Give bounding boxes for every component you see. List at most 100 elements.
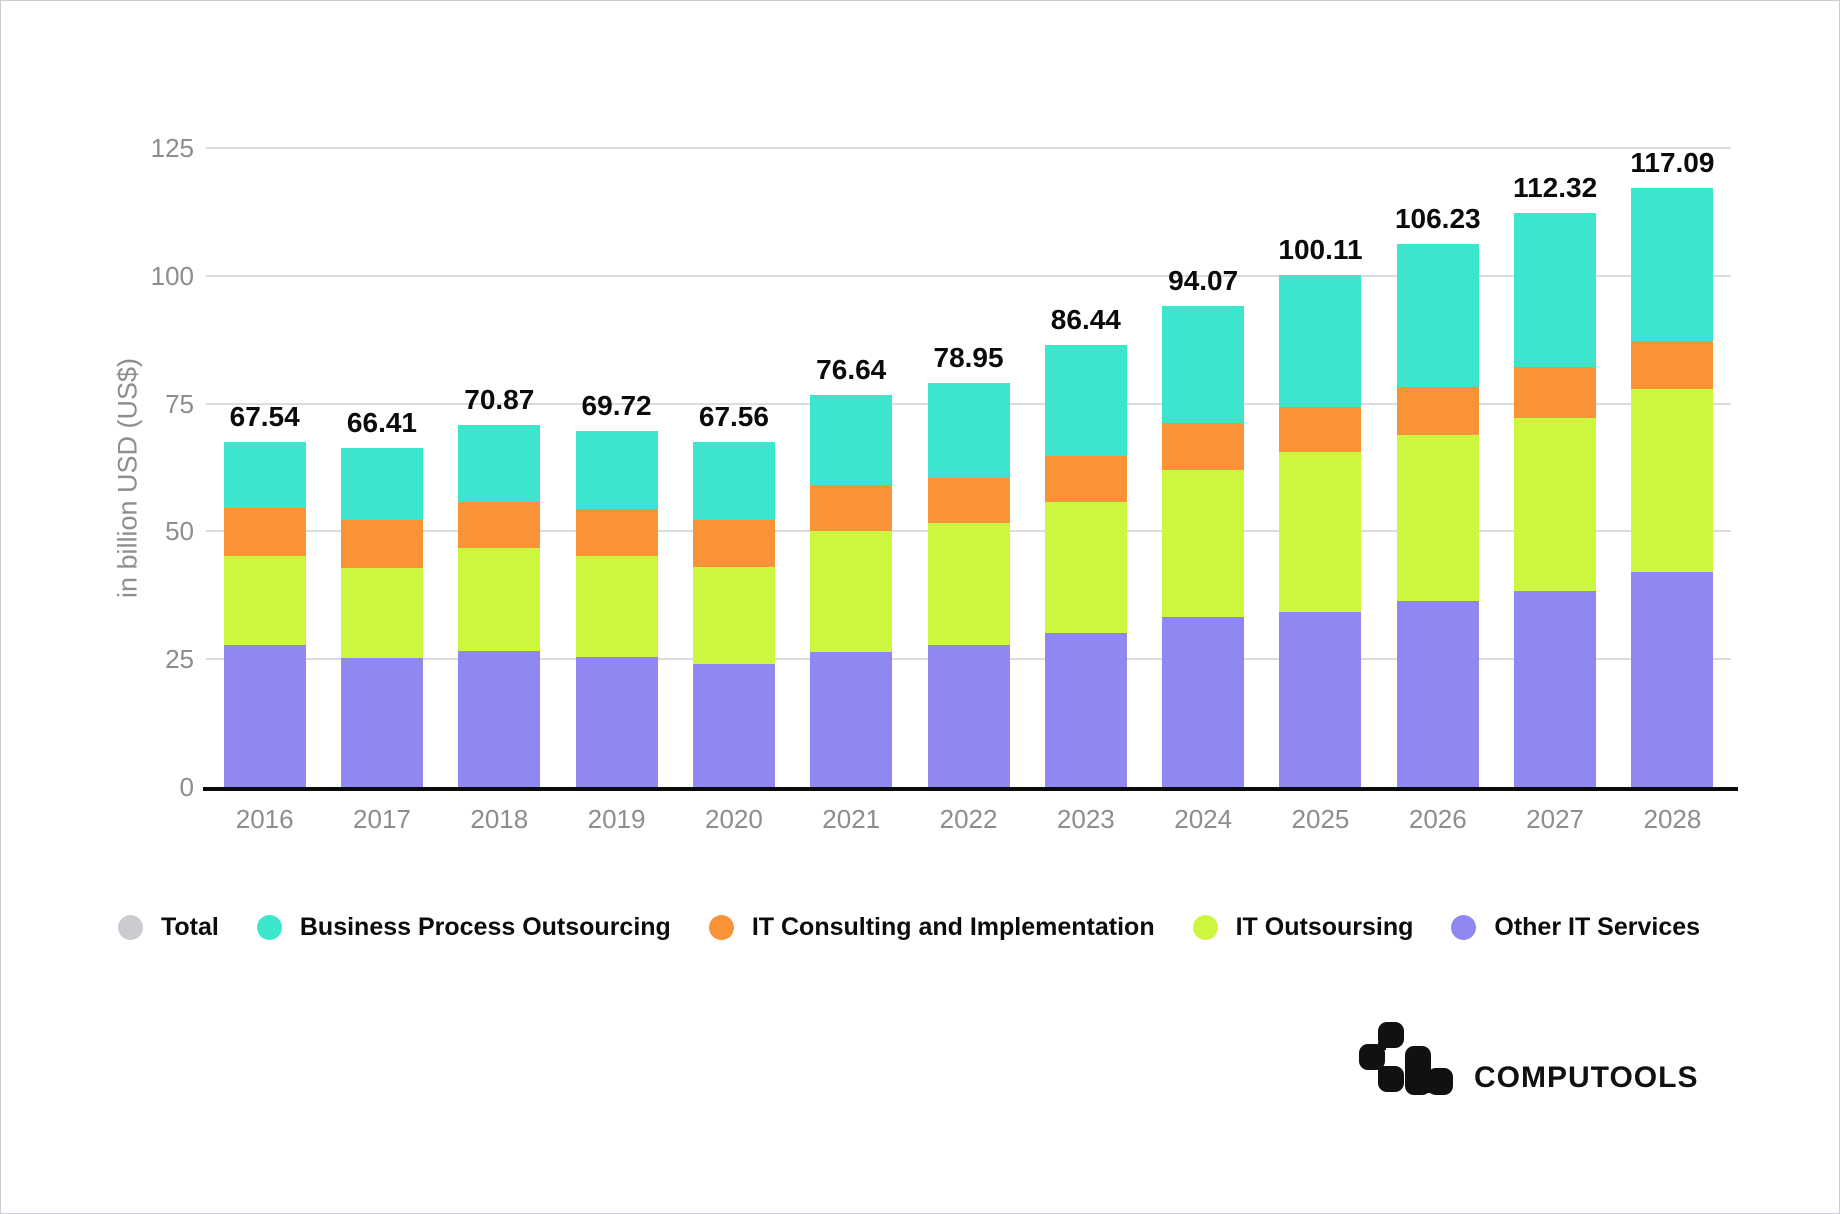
x-axis-label-2027: 2027: [1526, 804, 1585, 834]
legend-item-business-process-outsourcing: Business Process Outsourcing: [256, 912, 671, 942]
legend-label: IT Outsoursing: [1235, 912, 1414, 941]
x-axis-label-2021: 2021: [822, 804, 881, 834]
bar-total-label: 67.56: [698, 400, 769, 432]
bar-total-label: 100.11: [1278, 234, 1363, 266]
y-tick-label-125: 125: [150, 133, 194, 163]
bar-segment: [223, 645, 306, 787]
bar-segment: [1396, 600, 1479, 787]
legend: Total Business Process Outsourcing IT Co…: [118, 907, 1700, 947]
bar-segment: [1631, 389, 1714, 573]
bar-segment: [1396, 435, 1479, 601]
bar-total-label: 94.07: [1168, 265, 1239, 297]
bars-container: 67.54 66.41 70.87 69.72 67.56 76.64 78.95 86.44…: [206, 147, 1731, 787]
gridline-100: [206, 274, 1731, 277]
stacked-bar-2021: 76.64: [810, 354, 893, 787]
logo-wordmark: COMPUTOOLS: [1474, 1061, 1699, 1094]
plot-area: 67.54 66.41 70.87 69.72 67.56 76.64 78.95 86.44…: [203, 147, 1738, 791]
x-axis-label-2019: 2019: [587, 804, 646, 834]
legend-item-it-outsoursing: IT Outsoursing: [1192, 912, 1414, 942]
bar-segment: [810, 484, 893, 531]
stacked-bar-2028: 117.09: [1630, 147, 1714, 787]
y-tick-label-100: 100: [150, 260, 194, 291]
bar-segment: [1279, 611, 1362, 787]
bar-slot-2022: 78.95: [910, 148, 1027, 787]
stacked-bar-2022: 78.95: [927, 342, 1010, 787]
bar-segment: [340, 519, 423, 568]
bar-slot-2017: 66.41: [323, 148, 440, 787]
stacked-bar-2027: 112.32: [1513, 172, 1597, 787]
bar-slot-2018: 70.87: [441, 148, 558, 787]
bar-segment: [1044, 455, 1127, 503]
bar-slot-2023: 86.44: [1027, 148, 1144, 787]
x-axis-label-2017: 2017: [353, 804, 411, 834]
legend-label: Total: [161, 912, 219, 941]
bar-slot-2026: 106.23: [1379, 148, 1496, 787]
bar-segment: [1631, 572, 1714, 787]
bar-segment: [810, 651, 893, 787]
y-tick-label-0: 0: [179, 772, 194, 802]
stacked-bar-2026: 106.23: [1395, 203, 1481, 787]
x-axis-label-2028: 2028: [1643, 804, 1702, 834]
bar-segment: [575, 508, 658, 557]
bar-segment: [1396, 243, 1479, 387]
bar-segment: [575, 657, 658, 787]
bar-segment: [927, 478, 1010, 524]
stacked-bar-2018: 70.87: [458, 384, 541, 787]
bar-segment: [223, 556, 306, 646]
bar-slot-2028: 117.09: [1614, 147, 1731, 787]
bar-slot-2019: 69.72: [558, 148, 675, 787]
bar-segment: [1279, 452, 1362, 612]
stacked-bar-2017: 66.41: [340, 407, 423, 787]
bar-segment: [1631, 340, 1714, 390]
bar-segment: [223, 508, 306, 557]
x-axis-label-2018: 2018: [470, 804, 529, 834]
bar-total-label: 69.72: [581, 389, 652, 421]
bar-total-label: 112.32: [1513, 171, 1598, 203]
bar-segment: [1279, 406, 1362, 453]
bar-total-label: 106.23: [1394, 202, 1481, 234]
bar-segment: [692, 441, 775, 520]
x-axis-label-2025: 2025: [1291, 804, 1350, 834]
other-it-legend-dot-icon: [1451, 914, 1477, 940]
bar-segment: [1514, 367, 1597, 419]
bar-segment: [458, 424, 541, 503]
legend-item-total: Total: [118, 913, 219, 942]
bar-segment: [927, 645, 1010, 787]
bar-segment: [1162, 423, 1245, 471]
bar-segment: [1162, 306, 1245, 424]
bpo-legend-dot-icon: [256, 914, 282, 940]
bar-segment: [1396, 386, 1479, 436]
bar-segment: [340, 447, 423, 520]
legend-label: Business Process Outsourcing: [299, 912, 671, 941]
bar-segment: [1514, 212, 1597, 368]
bar-total-label: 76.64: [816, 354, 887, 386]
bar-total-label: 86.44: [1050, 304, 1121, 336]
x-axis-label-2020: 2020: [704, 804, 763, 834]
legend-item-other-it-services: Other IT Services: [1451, 913, 1700, 942]
bar-total-label: 117.09: [1630, 147, 1715, 179]
bar-segment: [575, 556, 658, 658]
total-legend-dot-icon: [118, 914, 143, 940]
stacked-bar-2025: 100.11: [1278, 234, 1363, 787]
bar-segment: [1044, 632, 1127, 787]
bar-total-label: 66.41: [346, 406, 418, 438]
stacked-bar-2023: 86.44: [1044, 304, 1127, 787]
bar-segment: [1279, 275, 1362, 407]
bar-total-label: 70.87: [464, 383, 535, 415]
bar-slot-2020: 67.56: [675, 148, 792, 787]
x-axis-label-2022: 2022: [939, 804, 998, 834]
bar-slot-2027: 112.32: [1496, 148, 1613, 787]
bar-total-label: 78.95: [933, 342, 1004, 374]
bar-segment: [810, 395, 893, 485]
it-consulting-legend-dot-icon: [708, 914, 734, 940]
computools-logo-icon: [1359, 1022, 1453, 1095]
legend-label: Other IT Services: [1494, 912, 1701, 941]
computools-logo: COMPUTOOLS: [1359, 1022, 1698, 1095]
stacked-bar-2019: 69.72: [575, 390, 658, 787]
legend-item-it-consulting: IT Consulting and Implementation: [708, 913, 1155, 942]
bar-segment: [1044, 345, 1127, 456]
bar-segment: [692, 663, 775, 787]
bar-segment: [458, 502, 541, 549]
x-axis-label-2026: 2026: [1408, 804, 1467, 834]
